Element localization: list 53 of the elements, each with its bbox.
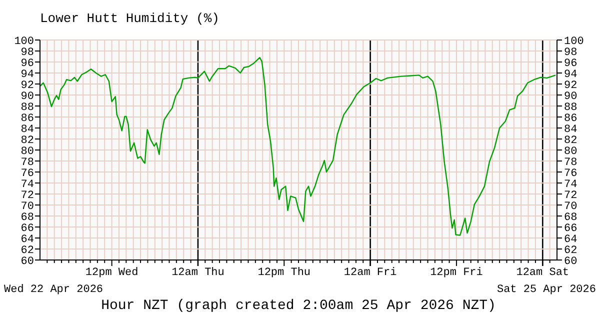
y-tick-label: 72 <box>20 190 34 202</box>
y-tick-label: 96 <box>20 58 34 70</box>
y2-tick-label: 66 <box>564 223 578 235</box>
y-tick-label: 86 <box>20 113 34 125</box>
x-axis-title: Hour NZT (graph created 2:00am 25 Apr 2026 NZT) <box>101 298 496 314</box>
x-tick-label: 12am Fri <box>344 267 398 279</box>
line-series <box>39 57 556 236</box>
text: Wed 22 Apr 2026 <box>4 284 104 296</box>
y-tick-label: 78 <box>20 157 34 169</box>
y-tick-label: 74 <box>20 179 34 191</box>
y2-tick-label: 62 <box>564 245 578 257</box>
y-tick-label: 68 <box>20 212 34 224</box>
x-tick-label: 12am Thu <box>172 267 224 279</box>
y-tick-label: 98 <box>20 47 34 59</box>
x-tick-label: 12pm Thu <box>258 267 311 279</box>
y-tick-label: 82 <box>20 135 34 147</box>
y-tick-label: 92 <box>20 80 34 92</box>
x-tick-label: 12am Sat <box>516 267 570 279</box>
y-tick-label: 84 <box>20 124 34 136</box>
y2-tick-label: 80 <box>564 146 578 158</box>
y2-tick-label: 84 <box>564 124 578 136</box>
y2-tick-label: 88 <box>564 102 578 114</box>
y-tick-label: 100 <box>14 36 34 48</box>
y2-tick-label: 68 <box>564 212 578 224</box>
y-tick-label: 76 <box>20 168 34 180</box>
y2-tick-label: 98 <box>564 47 578 59</box>
y2-tick-label: 96 <box>564 58 578 70</box>
y-tick-label: 64 <box>20 234 34 246</box>
y2-tick-label: 82 <box>564 135 578 147</box>
y-tick-label: 70 <box>20 201 34 213</box>
y2-tick-label: 92 <box>564 80 578 92</box>
y-tick-label: 60 <box>20 256 34 268</box>
y2-tick-label: 86 <box>564 113 578 125</box>
y2-tick-label: 74 <box>564 179 578 191</box>
y2-tick-label: 76 <box>564 168 578 180</box>
y2-tick-label: 100 <box>564 36 584 48</box>
y2-tick-label: 64 <box>564 234 578 246</box>
y-tick-label: 66 <box>20 223 34 235</box>
y-tick-label: 88 <box>20 102 34 114</box>
x-tick-label: 12pm Wed <box>85 267 138 279</box>
y2-tick-label: 90 <box>564 91 578 103</box>
chart-title: Lower Hutt Humidity (%) <box>40 11 220 26</box>
y2-tick-label: 72 <box>564 190 578 202</box>
x-tick-label: 12pm Fri <box>430 267 484 279</box>
y-tick-label: 62 <box>20 245 34 257</box>
y-tick-label: 90 <box>20 91 34 103</box>
y2-tick-label: 94 <box>564 69 578 81</box>
y-tick-label: 94 <box>20 69 34 81</box>
y2-tick-label: 60 <box>564 256 578 268</box>
y2-tick-label: 70 <box>564 201 578 213</box>
text: Sat 25 Apr 2026 <box>496 284 596 296</box>
y2-tick-label: 78 <box>564 157 578 169</box>
y-tick-label: 80 <box>20 146 34 158</box>
